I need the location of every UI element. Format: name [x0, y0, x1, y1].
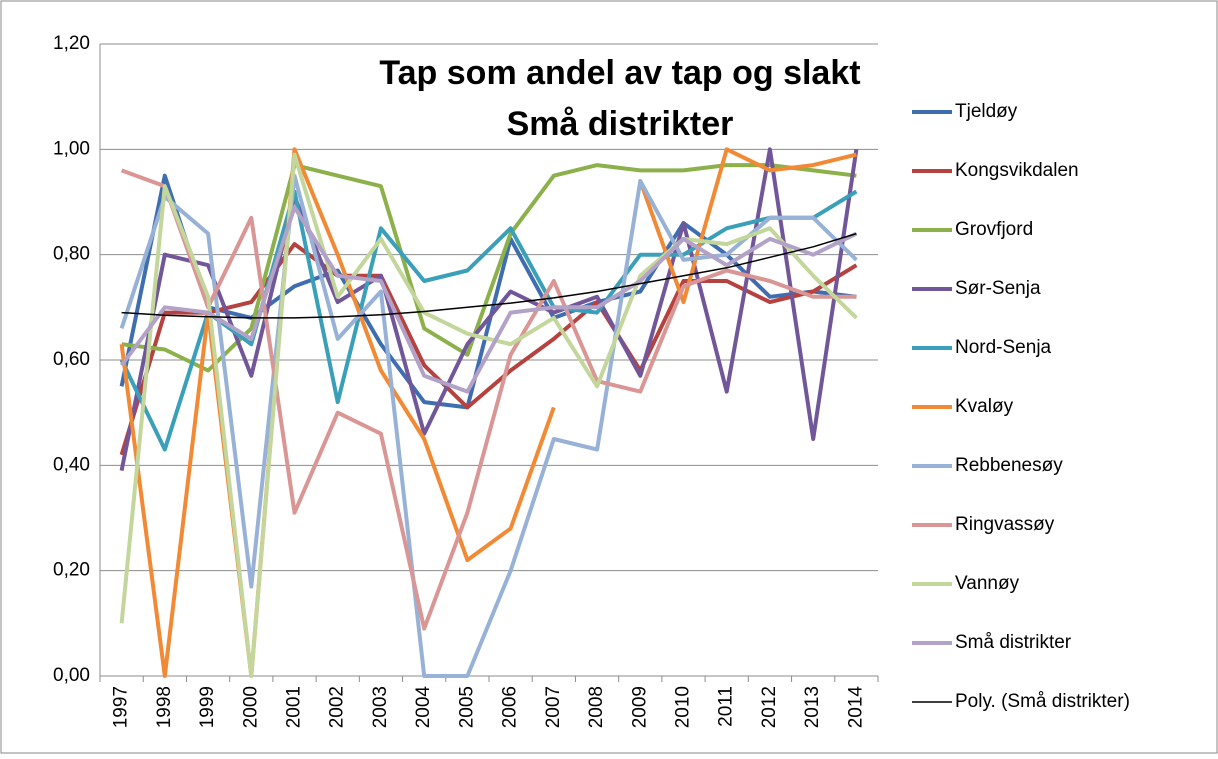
y-tick-label: 0,20 [53, 560, 90, 581]
x-tick-label: 2013 [802, 686, 823, 728]
x-tick-label: 2012 [759, 686, 780, 728]
series-line [120, 168, 857, 631]
x-tick-label: 2007 [543, 686, 564, 728]
legend-label: Tjeldøy [955, 101, 1018, 122]
legend-label: Kvaløy [955, 396, 1014, 417]
trend-line [121, 232, 857, 319]
y-tick-label: 1,00 [53, 138, 90, 159]
x-tick-label: 1999 [197, 686, 218, 728]
chart-subtitle: Små distrikter [507, 105, 734, 143]
x-tick-label: 2004 [413, 686, 434, 729]
legend-label: Kongsvikdalen [955, 160, 1079, 181]
x-tick-label: 2011 [716, 686, 737, 727]
legend-label: Sør-Senja [955, 278, 1041, 299]
legend-label: Grovfjord [955, 219, 1033, 240]
y-tick-label: 0,00 [53, 665, 90, 686]
x-tick-label: 2000 [240, 686, 261, 728]
x-tick-label: 2003 [370, 686, 391, 728]
x-tick-label: 2001 [284, 686, 305, 728]
legend-label: Rebbenesøy [955, 455, 1063, 476]
x-tick-label: 2010 [673, 686, 694, 728]
legend-label: Ringvassøy [955, 514, 1055, 535]
series-line [119, 205, 858, 394]
x-tick-label: 1998 [154, 686, 175, 728]
x-tick-label: 2006 [500, 686, 521, 728]
y-tick-label: 0,40 [53, 454, 90, 475]
y-tick-label: 0,80 [53, 244, 90, 265]
x-tick-label: 2002 [327, 686, 348, 728]
series-line [119, 242, 858, 456]
x-tick-label: 1997 [111, 686, 132, 728]
chart-title: Tap som andel av tap og slakt [379, 54, 860, 92]
y-tick-label: 0,60 [53, 349, 90, 370]
series-line [119, 189, 858, 452]
series-line [119, 173, 858, 678]
x-tick-label: 2008 [586, 686, 607, 728]
x-tick-label: 2009 [629, 686, 650, 728]
legend-label: Nord-Senja [955, 337, 1052, 358]
x-tick-label: 2014 [845, 686, 866, 729]
series-line [119, 147, 859, 471]
series-line [119, 147, 857, 678]
legend-label: Små distrikter [955, 632, 1072, 653]
legend-label: Vannøy [955, 573, 1020, 594]
series-line [119, 152, 858, 678]
legend-label: Poly. (Små distrikter) [955, 691, 1130, 712]
y-tick-label: 1,20 [53, 33, 90, 54]
x-tick-label: 2005 [456, 686, 477, 728]
